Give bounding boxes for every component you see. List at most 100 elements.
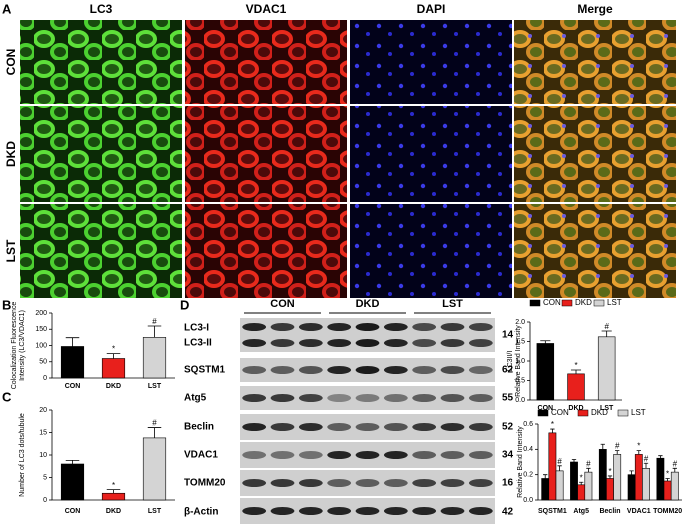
y-tick-label: 0.6 xyxy=(523,421,533,428)
y-tick-label: 0.0 xyxy=(523,497,533,504)
x-tick-label: DKD xyxy=(106,383,121,390)
blot-band xyxy=(383,323,408,331)
y-axis-label: Intensity (LC3/VDAC1) xyxy=(19,310,26,381)
blot-band xyxy=(298,423,323,431)
bar xyxy=(606,478,614,501)
blot-band xyxy=(383,394,408,402)
kda-label: 34 xyxy=(502,450,514,461)
blot-band xyxy=(327,451,352,459)
y-tick-label: 0.4 xyxy=(523,446,533,453)
blot-band xyxy=(440,323,465,331)
blot-band xyxy=(412,507,437,515)
x-tick-label: DKD xyxy=(568,405,583,412)
micrograph xyxy=(185,204,347,298)
blot-band xyxy=(383,479,408,487)
row-label: CON xyxy=(4,49,18,76)
y-axis-label: Relative Band Intensity xyxy=(517,426,524,498)
bar xyxy=(663,480,672,501)
y-tick-label: 1.5 xyxy=(515,338,525,345)
blot-band xyxy=(355,323,380,331)
micrograph xyxy=(514,204,676,298)
error-bar xyxy=(106,489,121,494)
blot-band xyxy=(327,394,352,402)
y-tick-label: 100 xyxy=(35,342,47,349)
y-tick-label: 0 xyxy=(43,375,47,382)
y-tick-label: 5 xyxy=(43,474,47,481)
column-header: Merge xyxy=(577,2,613,16)
kda-label: 52 xyxy=(502,422,514,433)
y-axis-label: Relative Band Intensity xyxy=(515,325,522,397)
blot-band xyxy=(355,366,380,374)
blot-band xyxy=(242,479,267,487)
error-bar xyxy=(147,427,162,438)
legend-label: LST xyxy=(631,408,646,417)
x-tick-label: DKD xyxy=(106,508,121,515)
blot-band xyxy=(468,507,493,515)
micrograph xyxy=(185,106,347,202)
y-axis-label: Number of LC3 dots/tubule xyxy=(19,413,26,497)
x-tick-label: SQSTM1 xyxy=(538,508,567,515)
blot-band xyxy=(270,507,295,515)
bar xyxy=(548,432,557,501)
blot-band xyxy=(355,479,380,487)
y-tick-label: 20 xyxy=(39,407,47,414)
blot-band xyxy=(468,479,493,487)
micrograph xyxy=(514,20,676,104)
blot-band xyxy=(468,323,493,331)
legend-label: DKD xyxy=(591,408,608,417)
protein-label: TOMM20 xyxy=(184,478,226,489)
y-tick-label: 0.2 xyxy=(523,472,533,479)
kda-label: 16 xyxy=(502,478,514,489)
bar xyxy=(584,471,593,501)
panel-letter: A xyxy=(2,1,12,16)
significance-mark: # xyxy=(673,459,678,468)
blot-band xyxy=(440,479,465,487)
error-bar xyxy=(543,474,548,479)
significance-mark: # xyxy=(557,457,562,466)
blot-band xyxy=(383,366,408,374)
panel-letter: D xyxy=(180,297,189,312)
blot-band xyxy=(355,507,380,515)
blot-band xyxy=(440,394,465,402)
micrograph xyxy=(514,106,676,202)
blot-band xyxy=(355,339,380,347)
blot-band xyxy=(270,451,295,459)
bar xyxy=(597,336,616,401)
blot-band xyxy=(327,339,352,347)
bar xyxy=(570,461,578,501)
blot-band xyxy=(327,323,352,331)
error-bar xyxy=(665,478,670,481)
blot-band xyxy=(412,423,437,431)
significance-mark: # xyxy=(152,317,157,326)
kda-label: 42 xyxy=(502,507,514,518)
y-tick-label: 2.0 xyxy=(515,319,525,326)
bar xyxy=(670,471,679,501)
blot-band xyxy=(383,507,408,515)
y-tick-label: 50 xyxy=(39,359,47,366)
blot-band xyxy=(327,507,352,515)
blot-band xyxy=(440,423,465,431)
bar xyxy=(541,478,550,501)
error-bar xyxy=(65,460,80,464)
micrograph xyxy=(20,20,182,104)
bar xyxy=(101,492,126,501)
error-bar xyxy=(557,465,562,471)
blot-band xyxy=(355,451,380,459)
blot-band xyxy=(242,323,267,331)
blot-band xyxy=(440,366,465,374)
bar xyxy=(555,470,564,501)
column-header: VDAC1 xyxy=(246,2,287,16)
y-tick-label: 0.0 xyxy=(515,397,525,404)
error-bar xyxy=(106,353,121,359)
blot-band xyxy=(412,394,437,402)
blot-band xyxy=(327,479,352,487)
legend-label: CON xyxy=(543,298,561,307)
blot-band xyxy=(412,339,437,347)
column-header: DAPI xyxy=(417,2,446,16)
blot-band xyxy=(298,366,323,374)
bar xyxy=(627,474,636,501)
significance-mark: # xyxy=(604,322,609,331)
kda-label: 14 xyxy=(502,330,514,341)
x-tick-label: TOMM20 xyxy=(653,508,682,515)
